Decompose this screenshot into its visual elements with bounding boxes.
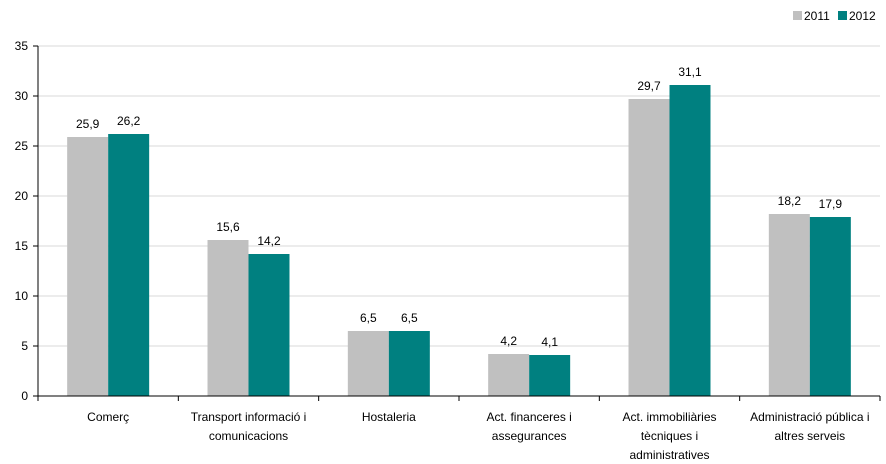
x-tick-label-line: Act. immobiliàries (622, 410, 716, 424)
y-tick-label: 0 (21, 389, 28, 403)
data-label: 26,2 (117, 114, 141, 128)
legend: 2011 2012 (793, 9, 876, 23)
bar-2012-0 (108, 134, 150, 396)
legend-swatch-2012 (838, 11, 847, 20)
x-tick-label: Transport informació i comunicacions (191, 410, 307, 443)
data-label: 31,1 (678, 65, 702, 79)
x-tick-label-line: altres serveis (774, 429, 845, 443)
y-tick-label: 30 (15, 89, 29, 103)
x-tick-label: Hostaleria (362, 410, 416, 424)
x-tick-label-line: tècniques i (641, 429, 698, 443)
x-tick-label-line: Hostaleria (362, 410, 416, 424)
x-tick-label-line: Administració pública i (750, 410, 869, 424)
bar-2011-5 (768, 214, 810, 396)
x-tick-label-line: administratives (629, 448, 709, 462)
x-tick-label-line: Transport informació i (191, 410, 307, 424)
y-tick-label: 15 (15, 239, 29, 253)
x-tick-label: Act. immobiliàries tècniques i administrat… (622, 410, 716, 462)
bar-2012-4 (669, 85, 711, 396)
gridlines (38, 45, 880, 347)
data-label: 14,2 (257, 234, 281, 248)
x-tick-label-line: comunicacions (209, 429, 288, 443)
data-label: 17,9 (819, 197, 843, 211)
legend-swatch-2011 (793, 11, 802, 20)
bar-2012-3 (529, 355, 571, 396)
legend-label-2011: 2011 (804, 9, 830, 23)
y-tick-label: 10 (15, 289, 29, 303)
bar-2012-1 (248, 254, 290, 396)
x-tick-label-line: Act. financeres i (486, 410, 571, 424)
data-label: 6,5 (360, 311, 377, 325)
data-label: 4,2 (500, 334, 517, 348)
x-tick-label: Comerç (87, 410, 129, 424)
y-tick-label: 35 (15, 39, 29, 53)
data-label: 15,6 (216, 220, 240, 234)
data-label: 6,5 (401, 311, 418, 325)
y-tick-label: 5 (21, 339, 28, 353)
data-label: 25,9 (76, 117, 100, 131)
bar-2011-0 (67, 137, 109, 396)
data-label: 18,2 (778, 194, 802, 208)
bar-2012-2 (388, 331, 430, 396)
y-tick-label: 20 (15, 189, 29, 203)
data-label: 29,7 (637, 79, 661, 93)
y-tick-label: 25 (15, 139, 29, 153)
x-tick-label-line: Comerç (87, 410, 129, 424)
bar-2011-3 (488, 354, 530, 396)
bar-2011-4 (628, 99, 670, 396)
x-tick-label: Act. financeres i assegurances (486, 410, 571, 443)
x-tick-label: Administració pública i altres serveis (750, 410, 869, 443)
legend-label-2012: 2012 (849, 9, 876, 23)
bar-2012-5 (809, 217, 851, 396)
bar-2011-2 (347, 331, 389, 396)
bar-2011-1 (207, 240, 249, 396)
x-tick-label-line: assegurances (492, 429, 567, 443)
axes: 0 5 10 15 20 25 30 35 (15, 39, 881, 403)
labels: 25,9 26,2 Comerç 15,6 14,2 Transport informac… (76, 65, 870, 462)
bars (67, 85, 851, 396)
data-label: 4,1 (541, 335, 558, 349)
